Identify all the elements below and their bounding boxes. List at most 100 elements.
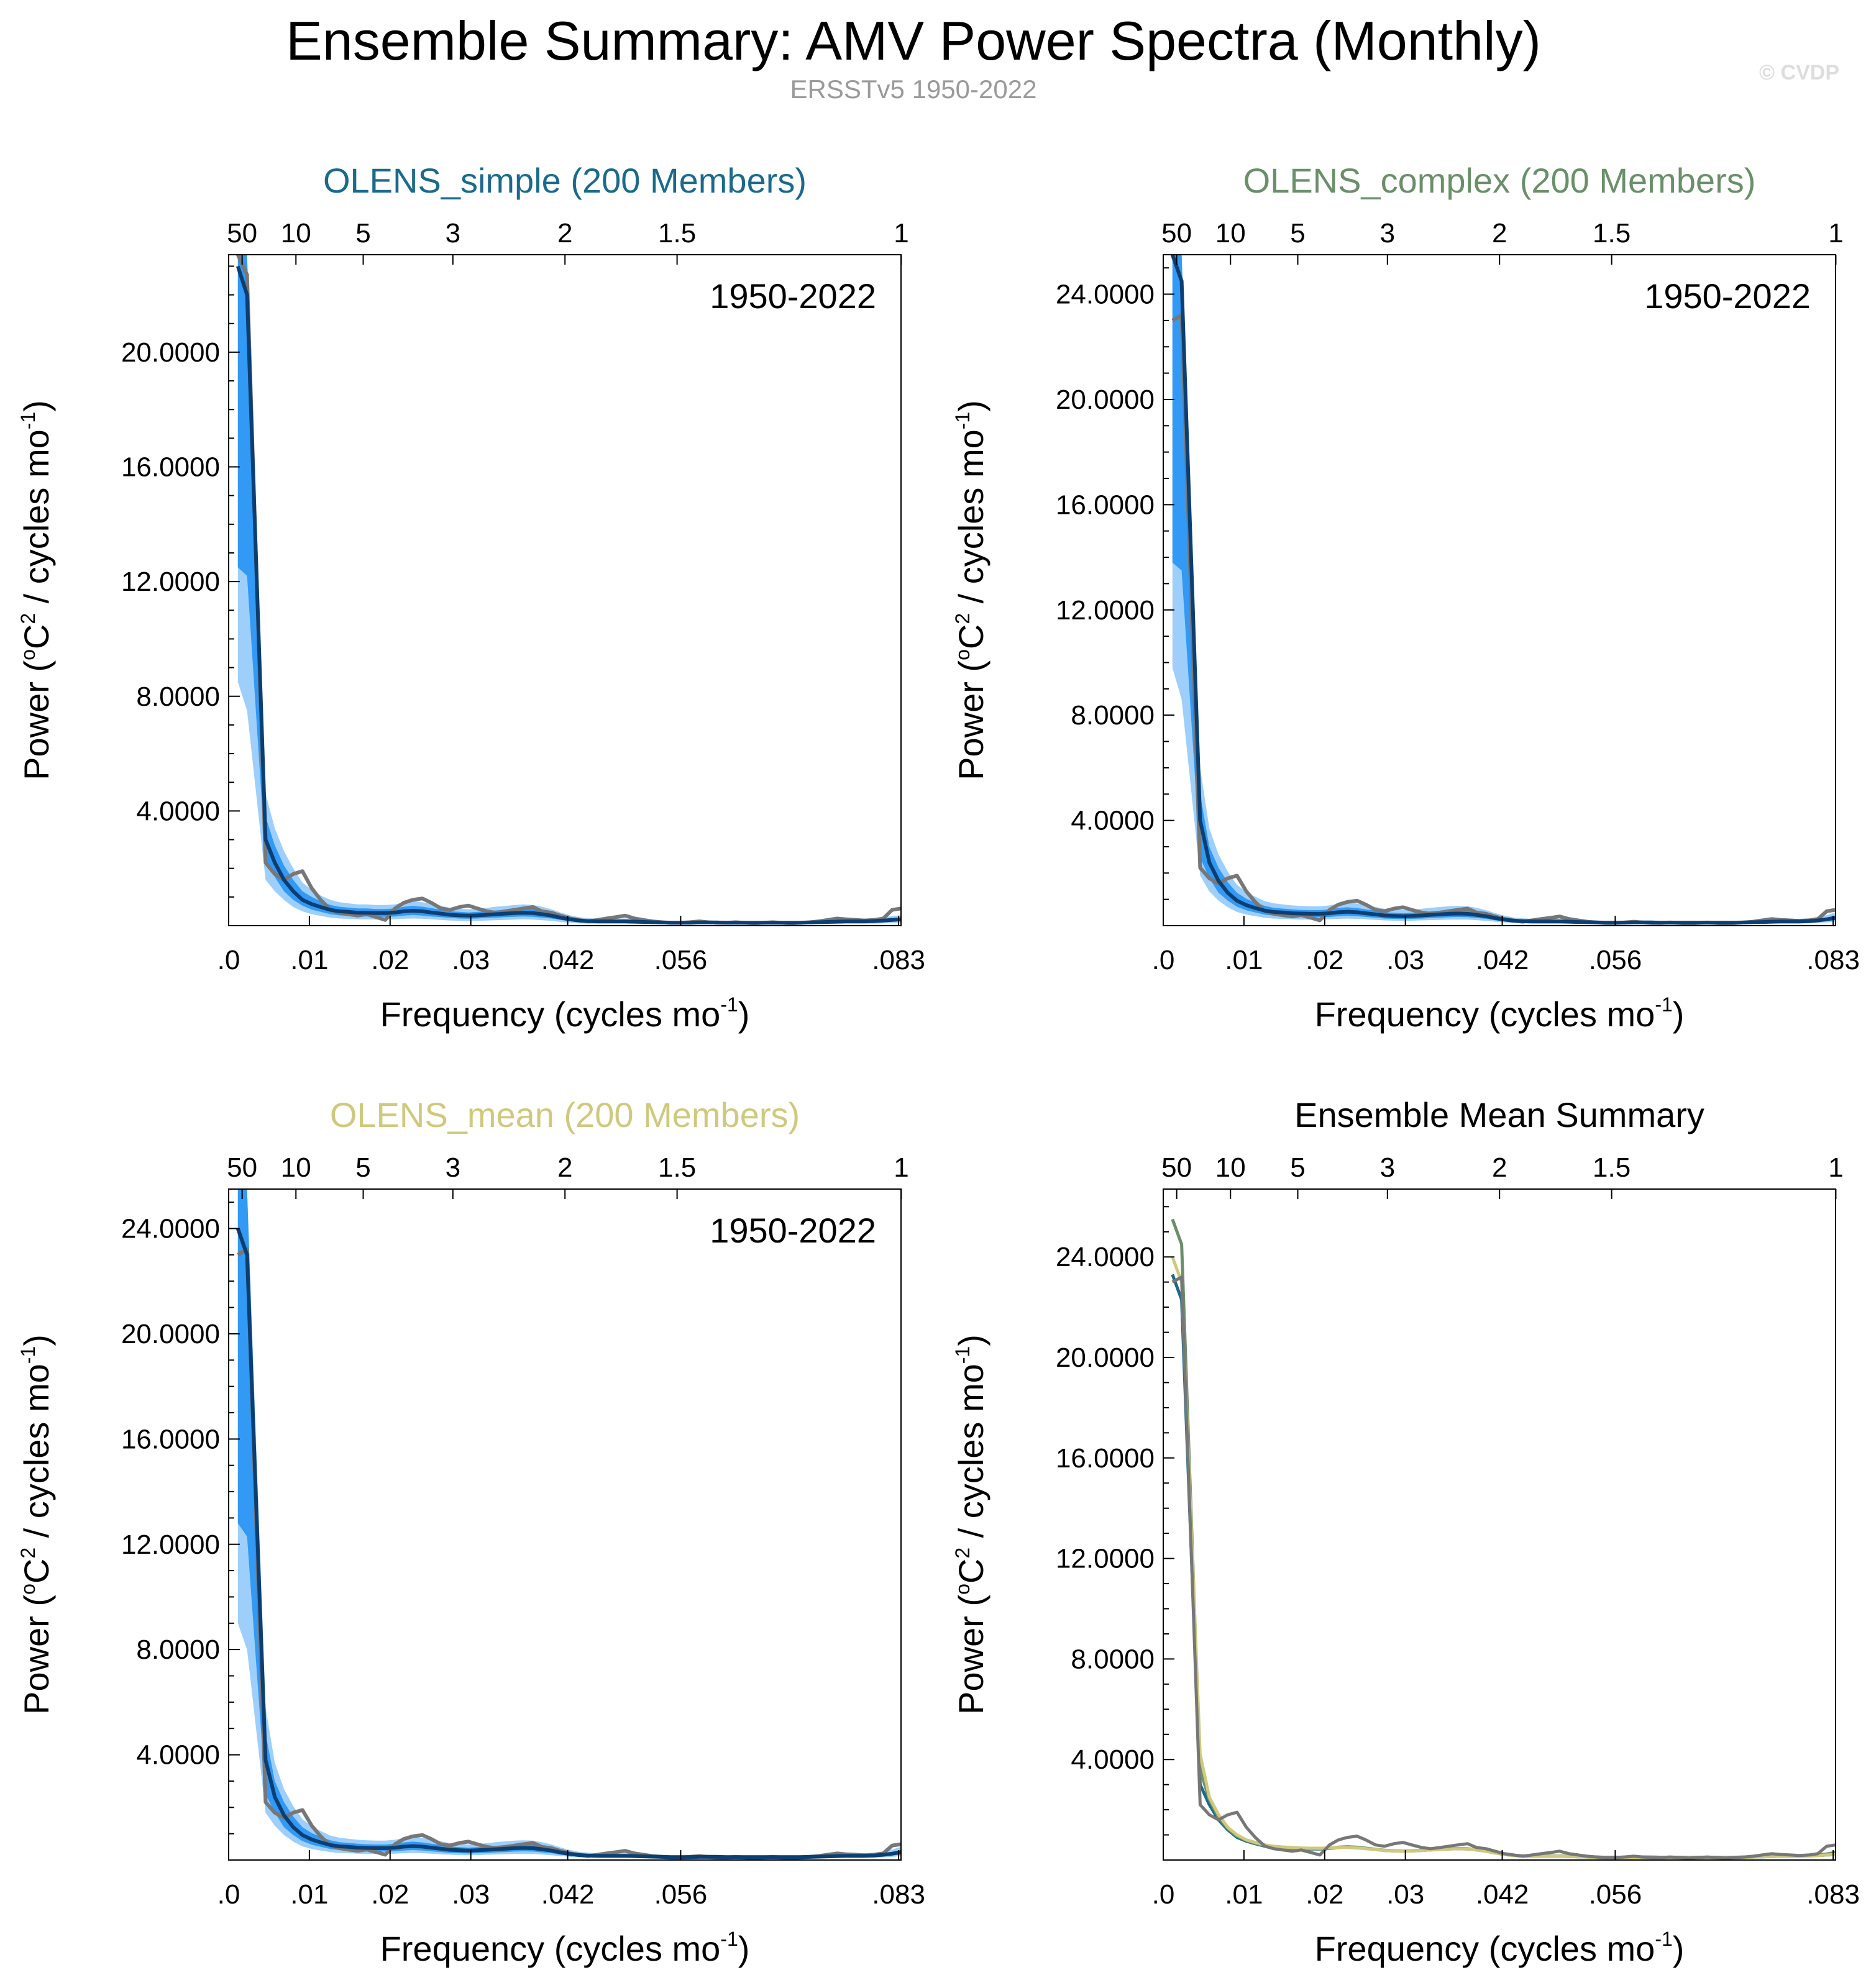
plot-frame xyxy=(228,1188,902,1861)
y-tick-label: 24.0000 xyxy=(1056,280,1155,310)
period-tick-label: 10 xyxy=(281,1152,311,1183)
y-tick-label: 12.0000 xyxy=(1056,1544,1155,1574)
x-axis-label-main: Frequency (cycles mo xyxy=(380,995,721,1034)
y-axis-label-unit: C xyxy=(951,624,990,649)
period-tick-label: 2 xyxy=(557,218,572,248)
period-tick-label: 1 xyxy=(1828,1152,1843,1183)
y-tick-label: 4.0000 xyxy=(1071,1744,1155,1775)
x-tick-label: .0 xyxy=(1152,945,1175,975)
x-tick-label: .01 xyxy=(290,1879,328,1910)
x-tick-label: .03 xyxy=(452,1879,490,1910)
x-tick-label: .02 xyxy=(371,1879,409,1910)
obs-series-line xyxy=(236,255,901,926)
series-line-0 xyxy=(1171,1274,1836,1859)
y-axis-label-unit: C xyxy=(17,1559,56,1584)
period-tick-label: 50 xyxy=(227,1152,257,1183)
plot-area xyxy=(1170,255,1836,926)
y-tick-label: 8.0000 xyxy=(1071,1644,1155,1674)
y-axis-label-degree: o xyxy=(17,1584,39,1595)
plot-area xyxy=(236,1189,901,1860)
period-tick-label: 5 xyxy=(355,1152,370,1183)
y-tick-label: 20.0000 xyxy=(1056,385,1155,415)
x-tick-label: .03 xyxy=(452,945,490,975)
period-tick-label: 5 xyxy=(355,218,370,248)
x-tick-label: .0 xyxy=(217,1879,240,1910)
ensemble-mean-line xyxy=(1170,255,1836,925)
y-tick-label: 4.0000 xyxy=(136,796,220,826)
period-label: 1950-2022 xyxy=(710,276,876,316)
y-axis-label-unit: C xyxy=(951,1559,990,1584)
y-axis-label-exponent: -1 xyxy=(951,412,974,429)
x-tick-label: .056 xyxy=(1589,1879,1642,1910)
period-tick-label: 10 xyxy=(1215,1152,1246,1183)
period-tick-label: 3 xyxy=(446,218,460,248)
y-axis-label-rest: / cycles mo xyxy=(951,1364,990,1548)
x-tick-label: .083 xyxy=(1806,945,1860,975)
y-axis-label-close: ) xyxy=(951,1334,990,1346)
period-tick-label: 2 xyxy=(1492,1152,1507,1183)
x-tick-label: .083 xyxy=(872,945,925,975)
period-tick-label: 1 xyxy=(894,218,908,248)
x-axis-label: Frequency (cycles mo-1) xyxy=(380,1928,750,1968)
y-axis-label-degree: o xyxy=(17,649,39,660)
period-tick-label: 1.5 xyxy=(658,218,696,248)
y-tick-label: 4.0000 xyxy=(136,1740,220,1771)
x-tick-label: .02 xyxy=(1306,1879,1343,1910)
period-tick-label: 2 xyxy=(1492,218,1507,248)
panel-simple: 4.0000 8.0000 12.0000 16.0000 20.0000 .0 .01 .0… xyxy=(17,161,925,1034)
period-tick-label: 10 xyxy=(281,218,311,248)
spread-band-inner xyxy=(237,255,901,924)
period-tick-label: 1.5 xyxy=(1593,218,1631,248)
figure-subtitle: ERSSTv5 1950-2022 xyxy=(790,75,1037,104)
period-tick-label: 1 xyxy=(894,1152,908,1183)
y-axis-label: Power (oC2 / cycles mo-1) xyxy=(17,400,56,780)
y-tick-label: 16.0000 xyxy=(1056,1443,1155,1474)
y-axis-label-main: Power ( xyxy=(951,1595,990,1715)
y-tick-label: 20.0000 xyxy=(121,337,220,368)
x-axis-label-close: ) xyxy=(738,995,750,1034)
y-axis-label-main: Power ( xyxy=(17,1595,56,1715)
y-tick-label: 24.0000 xyxy=(121,1214,220,1244)
x-axis-label: Frequency (cycles mo-1) xyxy=(1315,993,1685,1034)
y-axis-label-exponent: -1 xyxy=(17,412,39,429)
period-tick-label: 3 xyxy=(1380,1152,1395,1183)
y-tick-label: 20.0000 xyxy=(121,1319,220,1349)
y-tick-label: 16.0000 xyxy=(121,1424,220,1454)
x-axis-label-exponent: -1 xyxy=(720,993,738,1016)
y-tick-label: 16.0000 xyxy=(121,452,220,483)
obs-series-line xyxy=(1171,313,1836,926)
y-axis-label-square: 2 xyxy=(17,1548,39,1559)
x-axis-label: Frequency (cycles mo-1) xyxy=(380,993,750,1034)
y-axis-label-square: 2 xyxy=(951,1548,974,1559)
plot-area xyxy=(236,255,901,926)
period-label: 1950-2022 xyxy=(1644,276,1811,316)
y-axis-label: Power (oC2 / cycles mo-1) xyxy=(17,1334,56,1715)
x-axis-label-exponent: -1 xyxy=(1655,993,1672,1016)
y-tick-label: 12.0000 xyxy=(121,1530,220,1560)
period-tick-label: 3 xyxy=(1380,218,1395,248)
x-tick-label: .042 xyxy=(541,1879,595,1910)
y-axis-label-main: Power ( xyxy=(951,660,990,780)
ensemble-mean-line xyxy=(236,1228,901,1859)
spread-band-outer xyxy=(1172,255,1836,924)
x-tick-label: .0 xyxy=(217,945,240,975)
panel-title: OLENS_complex (200 Members) xyxy=(1243,161,1756,200)
x-tick-label: .02 xyxy=(1306,945,1343,975)
x-tick-label: .03 xyxy=(1386,945,1424,975)
y-axis-label-rest: / cycles mo xyxy=(951,429,990,613)
x-axis-label-close: ) xyxy=(1673,1929,1685,1968)
plot-area xyxy=(1171,1218,1836,1860)
figure-title: Ensemble Summary: AMV Power Spectra (Mon… xyxy=(286,10,1541,71)
x-tick-label: .083 xyxy=(872,1879,925,1910)
x-tick-label: .01 xyxy=(290,945,328,975)
y-tick-label: 24.0000 xyxy=(1056,1242,1155,1272)
period-tick-label: 50 xyxy=(227,218,257,248)
y-axis-label-degree: o xyxy=(951,1584,974,1595)
y-axis-label-square: 2 xyxy=(951,613,974,624)
obs-series-line xyxy=(237,1247,901,1860)
period-tick-label: 50 xyxy=(1161,1152,1192,1183)
x-axis-label-main: Frequency (cycles mo xyxy=(380,1929,721,1968)
period-tick-label: 1.5 xyxy=(1593,1152,1631,1183)
panel-title: OLENS_simple (200 Members) xyxy=(323,161,807,200)
x-tick-label: .01 xyxy=(1225,945,1263,975)
